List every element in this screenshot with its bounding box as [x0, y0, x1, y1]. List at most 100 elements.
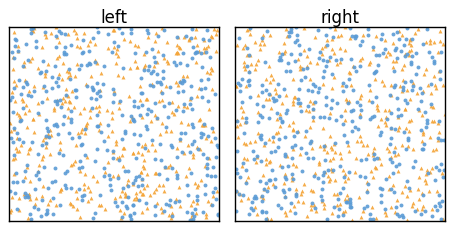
Point [137, 98, 144, 101]
Point [393, 205, 400, 209]
Point [187, 96, 194, 100]
Point [212, 155, 220, 159]
Point [281, 195, 288, 198]
Point [202, 46, 210, 49]
Point [19, 106, 26, 110]
Point [342, 200, 349, 204]
Point [173, 197, 180, 201]
Point [395, 128, 402, 132]
Point [64, 75, 71, 79]
Point [135, 105, 142, 109]
Point [301, 134, 308, 138]
Point [209, 35, 216, 38]
Point [169, 145, 176, 149]
Point [398, 50, 405, 53]
Point [435, 130, 442, 134]
Point [185, 143, 192, 146]
Point [160, 104, 168, 108]
Point [415, 107, 422, 110]
Point [401, 54, 408, 58]
Point [401, 184, 408, 188]
Point [233, 210, 240, 213]
Point [212, 175, 219, 178]
Point [188, 28, 196, 31]
Point [356, 113, 363, 116]
Point [392, 165, 399, 168]
Point [341, 179, 349, 183]
Point [307, 204, 315, 207]
Point [167, 216, 174, 220]
Point [157, 158, 164, 162]
Point [199, 123, 207, 127]
Point [387, 83, 395, 87]
Point [109, 116, 116, 119]
Point [245, 53, 252, 57]
Point [17, 92, 24, 96]
Point [188, 84, 195, 88]
Point [152, 60, 159, 64]
Point [47, 133, 54, 137]
Point [180, 90, 187, 93]
Point [331, 75, 338, 79]
Point [282, 111, 289, 115]
Point [412, 72, 419, 76]
Point [404, 138, 411, 142]
Point [292, 187, 299, 191]
Point [193, 50, 200, 54]
Point [259, 90, 266, 93]
Point [133, 197, 140, 200]
Point [66, 77, 73, 81]
Point [210, 27, 217, 31]
Point [281, 195, 289, 199]
Point [343, 200, 350, 203]
Point [173, 63, 180, 66]
Point [130, 133, 138, 136]
Point [191, 35, 198, 38]
Point [326, 177, 334, 180]
Point [440, 218, 447, 221]
Point [98, 203, 105, 207]
Point [422, 182, 429, 185]
Point [245, 69, 252, 72]
Point [387, 187, 395, 191]
Point [415, 65, 422, 69]
Point [319, 174, 326, 177]
Point [26, 146, 33, 149]
Point [7, 210, 14, 214]
Point [92, 105, 99, 109]
Point [407, 44, 415, 47]
Point [53, 203, 60, 207]
Point [281, 181, 288, 185]
Point [52, 179, 59, 182]
Point [319, 75, 326, 78]
Point [175, 104, 182, 107]
Point [370, 176, 377, 179]
Point [192, 207, 199, 211]
Point [174, 146, 181, 149]
Point [428, 207, 435, 211]
Point [237, 90, 244, 93]
Point [237, 122, 244, 126]
Point [89, 85, 96, 89]
Title: left: left [100, 9, 128, 27]
Point [278, 165, 285, 169]
Point [310, 175, 317, 178]
Point [386, 108, 393, 112]
Point [435, 168, 443, 172]
Point [246, 27, 253, 30]
Point [104, 148, 111, 151]
Point [66, 67, 73, 71]
Point [266, 178, 273, 182]
Point [430, 148, 437, 151]
Point [298, 66, 306, 70]
Point [204, 77, 212, 81]
Point [22, 78, 29, 82]
Point [345, 170, 352, 174]
Point [399, 190, 406, 194]
Point [293, 38, 301, 42]
Point [297, 110, 304, 113]
Point [64, 69, 71, 73]
Point [77, 130, 84, 133]
Point [367, 117, 374, 121]
Point [55, 151, 63, 154]
